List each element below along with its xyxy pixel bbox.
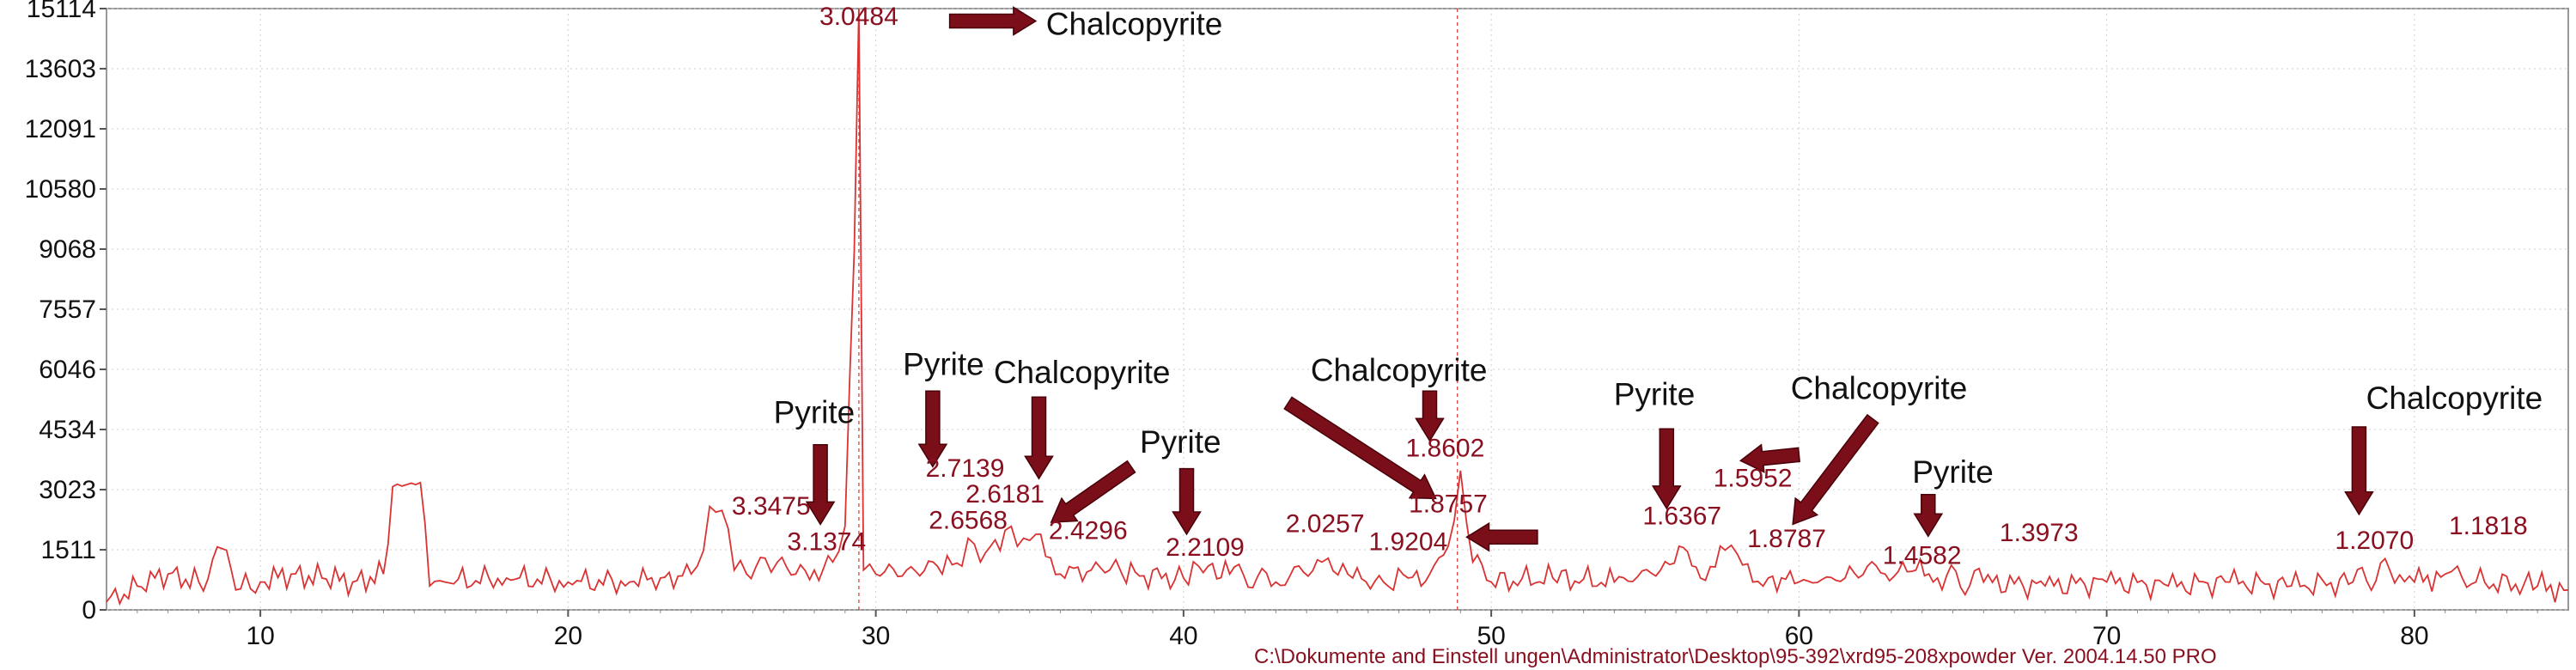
annotation-arrow bbox=[1739, 443, 1801, 473]
file-path-footer: C:\Dokumente and Einstell ungen\Administ… bbox=[1254, 645, 2217, 668]
peak-d-spacing-label: 1.2070 bbox=[2335, 527, 2414, 555]
peak-d-spacing-label: 1.5952 bbox=[1714, 464, 1793, 492]
annotation-arrows bbox=[805, 6, 2374, 552]
mineral-name-label: Chalcopyrite bbox=[994, 355, 1171, 390]
y-tick-label: 7557 bbox=[39, 295, 96, 324]
peak-d-spacing-label: 2.7139 bbox=[926, 454, 1005, 483]
x-tick-label: 50 bbox=[1477, 622, 1505, 650]
mineral-name-label: Pyrite bbox=[1140, 424, 1221, 460]
peak-d-spacing-label: 3.3475 bbox=[732, 492, 811, 521]
peak-d-spacing-label: 1.3973 bbox=[2000, 519, 2079, 547]
y-axis-ticks: 0 1511 3023 4534 6046 7557 9068 10580 12091 13603… bbox=[25, 0, 107, 624]
mineral-name-label: Pyrite bbox=[1912, 454, 1994, 490]
x-tick-label: 70 bbox=[2092, 622, 2121, 650]
gridlines bbox=[107, 8, 2568, 611]
annotation-arrow bbox=[1172, 467, 1202, 536]
peak-d-spacing-label: 2.2109 bbox=[1166, 533, 1245, 562]
x-tick-label: 30 bbox=[862, 622, 890, 650]
peak-d-spacing-label: 1.4582 bbox=[1883, 542, 1962, 570]
mineral-labels: Chalcopyrite Pyrite Pyrite Chalcopyrite Pyri… bbox=[774, 6, 2543, 490]
annotation-arrow bbox=[1050, 460, 1136, 523]
x-tick-label: 80 bbox=[2400, 622, 2428, 650]
x-tick-label: 40 bbox=[1169, 622, 1197, 650]
y-tick-label: 6046 bbox=[39, 356, 96, 384]
y-tick-label: 1511 bbox=[40, 536, 96, 564]
annotation-arrow bbox=[1465, 521, 1538, 552]
mineral-name-label: Chalcopyrite bbox=[1046, 6, 1223, 41]
y-tick-label: 13603 bbox=[25, 55, 96, 83]
x-tick-label: 60 bbox=[1785, 622, 1813, 650]
y-tick-label: 12091 bbox=[25, 115, 96, 143]
annotation-arrow bbox=[1913, 493, 1944, 538]
annotation-arrow bbox=[917, 390, 948, 468]
annotation-arrow bbox=[1024, 396, 1054, 480]
x-axis-ticks: 10 20 30 40 50 60 70 80 bbox=[137, 610, 2538, 650]
y-tick-label: 15114 bbox=[27, 0, 96, 23]
peak-d-spacing-label: 2.6181 bbox=[965, 480, 1044, 509]
y-tick-label: 10580 bbox=[25, 175, 96, 204]
annotation-arrow bbox=[1283, 396, 1437, 500]
mineral-name-label: Chalcopyrite bbox=[2366, 381, 2543, 416]
annotation-arrow bbox=[1415, 390, 1445, 442]
mineral-name-label: Chalcopyrite bbox=[1791, 371, 1968, 406]
mineral-name-label: Pyrite bbox=[774, 394, 856, 429]
y-tick-label: 9068 bbox=[39, 235, 96, 264]
annotation-arrow bbox=[1792, 413, 1879, 526]
y-tick-label: 4534 bbox=[39, 416, 96, 444]
x-tick-label: 10 bbox=[246, 622, 274, 650]
mineral-name-label: Pyrite bbox=[903, 347, 984, 382]
peak-d-spacing-label: 2.4296 bbox=[1049, 517, 1128, 545]
peak-d-spacing-label: 1.8787 bbox=[1747, 525, 1826, 553]
mineral-name-label: Chalcopyrite bbox=[1311, 353, 1488, 388]
x-tick-label: 20 bbox=[554, 622, 582, 650]
peak-d-spacing-label: 1.1818 bbox=[2449, 512, 2528, 540]
annotation-arrow bbox=[1651, 428, 1682, 510]
peak-d-spacing-label: 1.6367 bbox=[1642, 502, 1721, 530]
peak-d-spacing-label: 3.1374 bbox=[787, 528, 866, 557]
mineral-name-label: Pyrite bbox=[1614, 376, 1696, 411]
peak-d-spacing-label: 2.0257 bbox=[1286, 510, 1365, 539]
peak-d-spacing-label: 1.8757 bbox=[1409, 490, 1488, 519]
peak-d-spacing-label: 1.8602 bbox=[1406, 435, 1485, 463]
diffraction-trace bbox=[106, 8, 2569, 606]
peak-d-spacing-label: 2.6568 bbox=[929, 507, 1008, 535]
annotation-arrow bbox=[2344, 426, 2374, 516]
y-tick-label: 0 bbox=[82, 596, 96, 624]
peak-d-spacing-label: 1.9204 bbox=[1369, 528, 1448, 557]
annotation-arrow bbox=[805, 444, 836, 526]
peak-d-spacing-label: 3.0484 bbox=[819, 3, 898, 31]
y-tick-label: 3023 bbox=[39, 476, 96, 504]
annotation-arrow bbox=[948, 6, 1038, 36]
